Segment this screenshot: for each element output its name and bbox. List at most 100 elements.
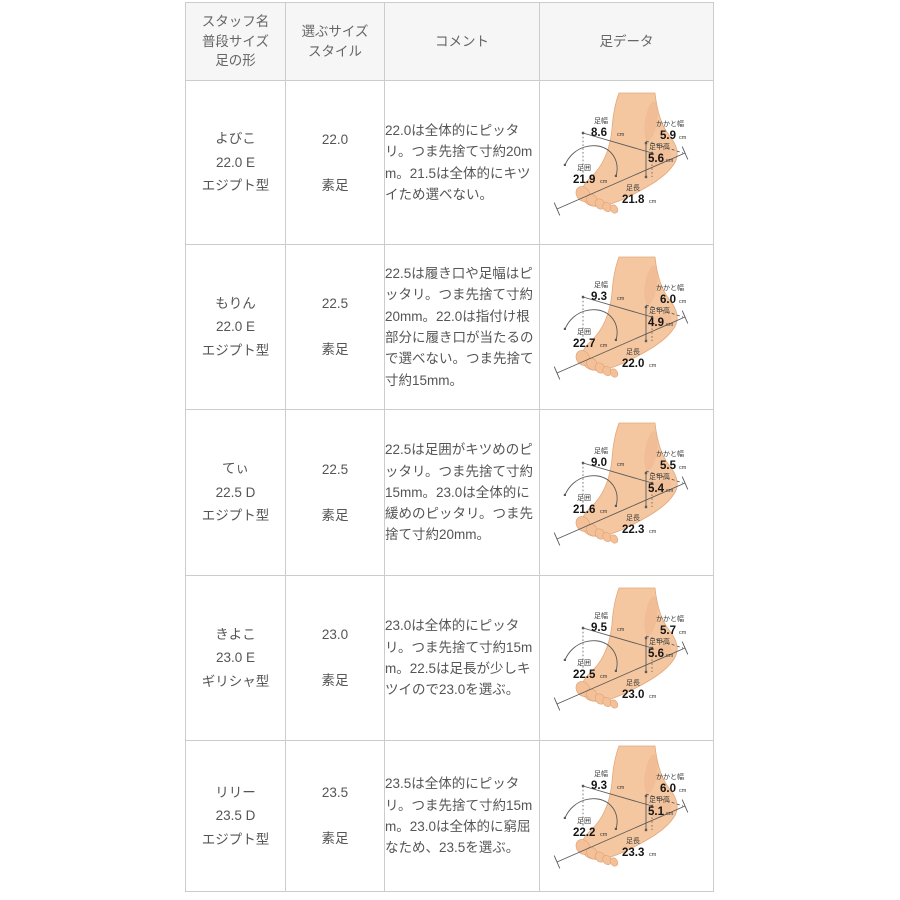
length-label: 足長	[626, 837, 640, 845]
comment-text: 22.0は全体的にピッタリ。つま先捨て寸約20mm。21.5は全体的にキツイため…	[385, 122, 533, 202]
foot-measurement-diagram: 足幅 9.0 cm かかと幅 5.5 cm 足甲高 5.4 cm 足囲 21.6…	[553, 422, 689, 546]
staff-cell: よびこ 22.0 E エジプト型	[185, 80, 286, 245]
comment-cell: 23.5は全体的にピッタリ。つま先捨て寸約15mm。23.0は全体的に窮屈なため…	[384, 740, 540, 892]
length-value: 23.3	[622, 847, 644, 859]
girth-value: 22.2	[573, 827, 595, 839]
svg-text:cm: cm	[679, 465, 687, 471]
width-label: 足幅	[594, 280, 608, 289]
instep-label: 足甲高	[649, 142, 670, 151]
heel-line	[645, 140, 684, 153]
width-line	[582, 785, 653, 807]
staff-cell: てぃ 22.5 D エジプト型	[185, 409, 286, 576]
svg-text:cm: cm	[666, 158, 674, 164]
heel-label: かかと幅	[656, 283, 684, 292]
girth-value: 21.6	[573, 504, 595, 516]
comment-cell: 22.5は足囲がキツめのピッタリ。つま先捨て寸約15mm。23.0は全体的に緩め…	[384, 409, 540, 576]
width-label: 足幅	[594, 769, 608, 778]
instep-value: 4.9	[648, 317, 664, 329]
staff-usual-size: 22.5 D	[215, 484, 256, 500]
chosen-style: 素足	[321, 507, 349, 523]
girth-value: 22.5	[573, 669, 596, 681]
chosen-size-cell: 22.5 素足	[285, 244, 385, 410]
measurement-lines	[553, 784, 689, 869]
chosen-size-cell: 22.0 素足	[285, 80, 385, 245]
measurement-texts: 足幅 9.3 cm かかと幅 6.0 cm 足甲高 5.1 cm 足囲 22.2…	[573, 769, 687, 859]
length-line	[556, 647, 686, 705]
chosen-style: 素足	[321, 342, 349, 357]
svg-text:cm: cm	[649, 199, 657, 205]
svg-text:cm: cm	[649, 694, 657, 700]
measurement-lines	[553, 131, 689, 216]
staff-foot-shape: エジプト型	[201, 508, 270, 524]
svg-text:cm: cm	[679, 299, 687, 305]
table-row: もりん 22.0 E エジプト型 22.5 素足 22.5は履き口や足幅はピッタ…	[185, 244, 714, 410]
heel-line	[645, 635, 684, 649]
staff-foot-shape: エジプト型	[201, 342, 270, 358]
foot-illustration	[575, 422, 678, 543]
svg-text:cm: cm	[666, 653, 674, 659]
foot-measurement-diagram: 足幅 8.6 cm かかと幅 5.9 cm 足甲高 5.6 cm 足囲 21.9…	[553, 92, 689, 216]
foot-data-cell: 足幅 9.0 cm かかと幅 5.5 cm 足甲高 5.4 cm 足囲 21.6…	[539, 409, 714, 576]
measurement-texts: 足幅 8.6 cm かかと幅 5.9 cm 足甲高 5.6 cm 足囲 21.9…	[573, 116, 687, 206]
heel-label: かかと幅	[656, 772, 684, 781]
chosen-size: 22.5	[321, 461, 349, 477]
length-line	[556, 152, 686, 209]
header-chosen-size: 選ぶサイズ スタイル	[285, 2, 385, 81]
measurement-lines	[553, 295, 689, 380]
chosen-size-cell: 23.0 素足	[285, 575, 385, 741]
toes	[575, 350, 619, 378]
width-value: 9.3	[591, 291, 607, 303]
svg-text:cm: cm	[649, 852, 657, 858]
girth-label: 足囲	[577, 817, 591, 825]
instep-label: 足甲高	[649, 795, 670, 804]
staff-foot-shape: エジプト型	[201, 178, 270, 194]
svg-text:cm: cm	[617, 785, 625, 791]
heel-label: かかと幅	[656, 119, 684, 128]
svg-text:cm: cm	[679, 630, 687, 636]
chosen-size: 23.5	[321, 785, 349, 801]
table-row: よびこ 22.0 E エジプト型 22.0 素足 22.0は全体的にピッタリ。つ…	[185, 80, 714, 245]
comment-text: 22.5は足囲がキツめのピッタリ。つま先捨て寸約15mm。23.0は全体的に緩め…	[385, 442, 533, 543]
measurement-texts: 足幅 9.5 cm かかと幅 5.7 cm 足甲高 5.6 cm 足囲 22.5…	[573, 611, 687, 701]
instep-value: 5.6	[648, 153, 664, 165]
staff-cell: きよこ 23.0 E ギリシャ型	[185, 575, 286, 741]
toes	[575, 839, 619, 867]
girth-arc	[564, 474, 618, 506]
chosen-size: 22.5	[321, 296, 349, 312]
heel-line	[645, 793, 684, 807]
measurement-texts: 足幅 9.0 cm かかと幅 5.5 cm 足甲高 5.4 cm 足囲 21.6…	[573, 446, 687, 536]
toes	[575, 681, 619, 709]
girth-value: 22.7	[573, 338, 595, 350]
heel-value: 6.0	[660, 294, 676, 306]
svg-text:cm: cm	[617, 462, 625, 468]
ankle-shading	[644, 754, 658, 794]
instep-label: 足甲高	[649, 306, 670, 315]
staff-usual-size: 23.5 D	[215, 808, 256, 824]
girth-label: 足囲	[577, 328, 591, 336]
svg-text:cm: cm	[617, 627, 625, 633]
length-line	[556, 482, 686, 539]
staff-name: てぃ	[222, 461, 249, 477]
heel-label: かかと幅	[656, 614, 684, 623]
width-label: 足幅	[594, 446, 608, 455]
foot-measurement-diagram: 足幅 9.3 cm かかと幅 6.0 cm 足甲高 5.1 cm 足囲 22.2…	[553, 745, 689, 869]
instep-value: 5.1	[648, 806, 665, 818]
foot-data-cell: 足幅 8.6 cm かかと幅 5.9 cm 足甲高 5.6 cm 足囲 21.9…	[539, 80, 714, 245]
instep-value: 5.4	[648, 483, 665, 495]
foot-measurement-diagram: 足幅 9.3 cm かかと幅 6.0 cm 足甲高 4.9 cm 足囲 22.7…	[553, 256, 689, 380]
width-line	[582, 627, 653, 649]
width-value: 9.5	[591, 622, 608, 634]
heel-value: 6.0	[660, 783, 676, 795]
header-staff: スタッフ名 普段サイズ 足の形	[185, 2, 286, 81]
foot-data-cell: 足幅 9.5 cm かかと幅 5.7 cm 足甲高 5.6 cm 足囲 22.5…	[539, 575, 714, 741]
heel-value: 5.7	[660, 625, 676, 637]
svg-text:cm: cm	[600, 509, 608, 515]
svg-text:cm: cm	[600, 343, 608, 349]
width-line	[582, 132, 653, 153]
staff-name: よびこ	[215, 131, 256, 147]
staff-size-review-table: スタッフ名 普段サイズ 足の形 選ぶサイズ スタイル コメント 足データ よびこ…	[185, 2, 714, 892]
staff-usual-size: 22.0 E	[215, 319, 256, 335]
length-line	[556, 805, 686, 863]
staff-name: もりん	[215, 295, 256, 311]
staff-usual-size: 23.0 E	[215, 650, 256, 666]
